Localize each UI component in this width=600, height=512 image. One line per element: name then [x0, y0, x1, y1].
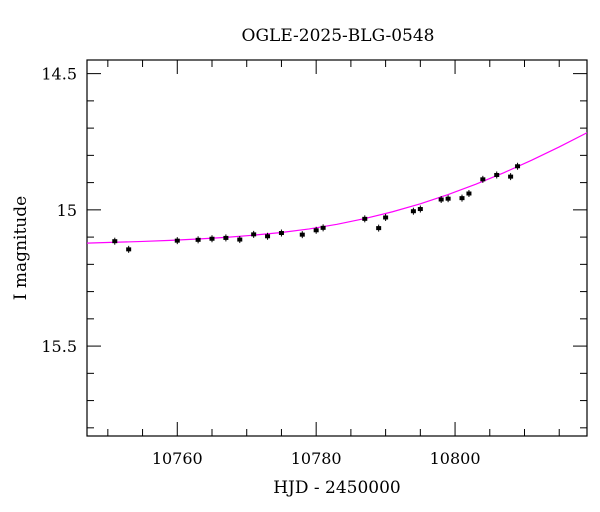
y-axis-label: I magnitude	[11, 196, 31, 300]
x-axis-label: HJD - 2450000	[273, 478, 401, 498]
data-point	[508, 173, 514, 181]
x-tick-label: 10780	[291, 449, 342, 468]
data-point	[438, 196, 444, 204]
data-point	[417, 205, 423, 213]
data-point	[515, 162, 521, 170]
data-point	[313, 226, 319, 234]
chart-title: OGLE-2025-BLG-0548	[242, 26, 435, 46]
data-point	[410, 207, 416, 215]
data-point	[209, 235, 215, 243]
data-point	[112, 237, 118, 245]
data-point	[126, 245, 132, 253]
x-axis-ticks	[107, 60, 560, 436]
data-point	[237, 236, 243, 244]
plot-frame	[86, 59, 588, 437]
data-point	[480, 175, 486, 183]
data-point	[195, 236, 201, 244]
data-point	[376, 224, 382, 232]
plot-area	[86, 59, 588, 437]
model-curve-layer	[86, 132, 588, 244]
data-points-layer	[112, 162, 521, 253]
data-point	[362, 215, 368, 223]
x-tick-label: 10760	[152, 449, 203, 468]
data-point	[223, 234, 229, 242]
model-curve	[86, 132, 588, 244]
data-point	[459, 194, 465, 202]
data-point	[466, 190, 472, 198]
y-tick-label: 15	[57, 201, 77, 220]
y-tick-label: 14.5	[41, 65, 77, 84]
y-tick-label: 15.5	[41, 337, 77, 356]
data-point	[278, 229, 284, 237]
data-point	[174, 237, 180, 245]
data-point	[251, 230, 257, 238]
x-tick-label: 10800	[430, 449, 481, 468]
data-point	[265, 232, 271, 240]
data-point	[445, 195, 451, 203]
x-axis-tick-labels: 10760 10780 10800	[152, 449, 481, 468]
data-point	[494, 171, 500, 179]
data-point	[299, 231, 305, 239]
data-point	[320, 224, 326, 232]
y-axis-tick-labels: 14.5 15 15.5	[41, 65, 77, 356]
data-point	[383, 213, 389, 221]
y-axis-ticks	[87, 73, 587, 429]
